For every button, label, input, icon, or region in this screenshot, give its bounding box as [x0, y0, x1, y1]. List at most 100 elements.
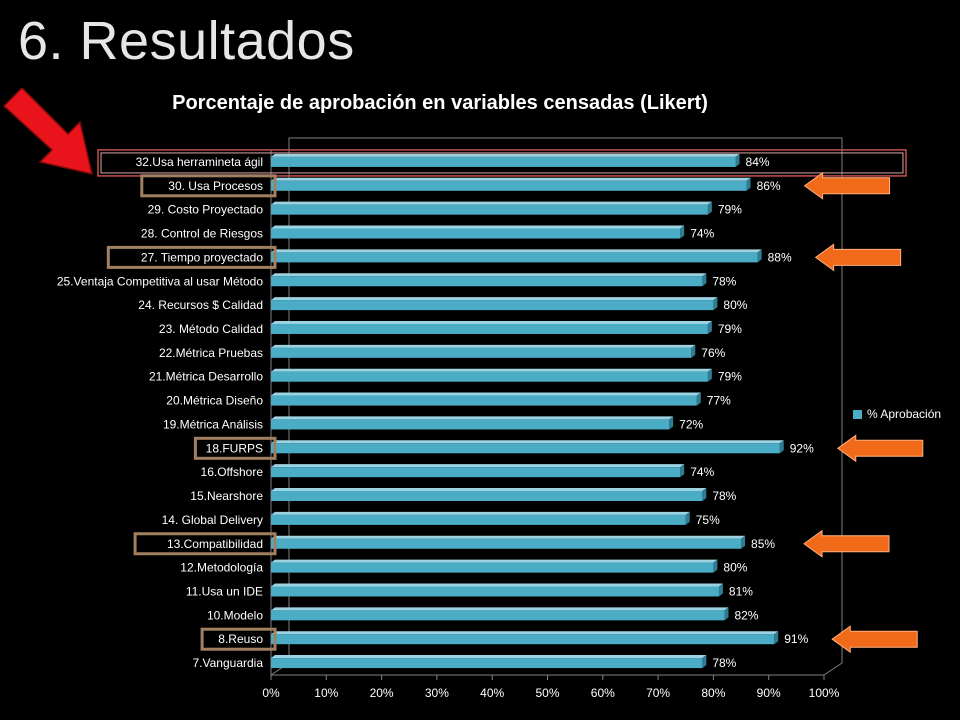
bar	[271, 371, 708, 382]
bar-top-face	[271, 225, 685, 229]
x-tick-label: 30%	[425, 686, 449, 700]
bar-top-face	[271, 511, 690, 515]
bar	[271, 300, 714, 311]
category-label: 23. Método Calidad	[159, 322, 263, 336]
bar-top-face	[271, 153, 740, 157]
category-label: 20.Métrica Diseño	[166, 394, 263, 408]
x-tick-label: 10%	[314, 686, 338, 700]
bar	[271, 395, 697, 406]
bar-top-face	[271, 607, 729, 611]
x-tick-label: 40%	[480, 686, 504, 700]
x-tick-label: 100%	[809, 686, 840, 700]
x-tick-label: 20%	[370, 686, 394, 700]
data-label: 79%	[718, 203, 742, 217]
bar-side-face	[691, 344, 696, 358]
bar-top-face	[271, 583, 723, 587]
bar	[271, 586, 719, 597]
bar-top-face	[271, 201, 712, 205]
data-label: 74%	[690, 465, 714, 479]
bar-side-face	[757, 249, 762, 263]
bar	[271, 419, 670, 430]
data-label: 88%	[768, 250, 792, 264]
data-label: 78%	[712, 489, 736, 503]
category-label: 32.Usa herramineta ágil	[136, 155, 263, 169]
category-label: 30. Usa Procesos	[168, 179, 263, 193]
category-label: 18.FURPS	[206, 441, 263, 455]
category-label: 21.Métrica Desarrollo	[149, 370, 263, 384]
data-label: 92%	[790, 441, 814, 455]
category-label: 27. Tiempo proyectado	[141, 250, 263, 264]
bar-top-face	[271, 559, 718, 563]
bar-side-face	[779, 440, 784, 454]
bar-side-face	[718, 583, 723, 597]
data-label: 78%	[712, 274, 736, 288]
floor-edge	[823, 662, 843, 676]
bar	[271, 634, 775, 645]
bar	[271, 610, 725, 621]
category-label: 10.Modelo	[207, 608, 263, 622]
bar-top-face	[271, 416, 674, 420]
category-label: 24. Recursos $ Calidad	[138, 298, 263, 312]
category-label: 8.Reuso	[218, 632, 263, 646]
bar-top-face	[271, 488, 707, 492]
bar-side-face	[696, 392, 701, 406]
data-label: 80%	[723, 298, 747, 312]
bar-side-face	[713, 559, 718, 573]
bar	[271, 156, 736, 167]
bar-top-face	[271, 297, 718, 301]
bar	[271, 467, 681, 478]
slide-title: 6. Resultados	[18, 11, 355, 71]
bar	[271, 204, 708, 215]
bar-side-face	[680, 225, 685, 239]
bar	[271, 491, 703, 502]
bar	[271, 514, 686, 525]
orange-arrow-icon	[814, 243, 902, 272]
bar	[271, 252, 758, 263]
x-tick-label: 70%	[646, 686, 670, 700]
bar-side-face	[774, 631, 779, 645]
x-tick-label: 80%	[701, 686, 725, 700]
category-label: 16.Offshore	[201, 465, 264, 479]
category-label: 14. Global Delivery	[162, 513, 263, 527]
data-label: 85%	[751, 537, 775, 551]
bar	[271, 443, 780, 454]
x-tick-label: 50%	[535, 686, 559, 700]
highlight-box	[133, 532, 277, 556]
data-label: 86%	[757, 179, 781, 193]
x-tick-label: 0%	[262, 686, 280, 700]
bar-side-face	[707, 368, 712, 382]
bar-top-face	[271, 249, 762, 253]
orange-arrow-icon	[831, 625, 918, 654]
bar	[271, 323, 708, 334]
category-label: 29. Costo Proyectado	[148, 203, 264, 217]
orange-arrow-icon	[803, 529, 890, 558]
bar-top-face	[271, 464, 685, 468]
legend-label: % Aprobación	[867, 407, 942, 421]
bar-top-face	[271, 631, 779, 635]
bar-top-face	[271, 440, 784, 444]
bar	[271, 562, 714, 573]
data-label: 84%	[746, 155, 770, 169]
bar-top-face	[271, 535, 746, 539]
bar-side-face	[713, 297, 718, 311]
bar-top-face	[271, 320, 712, 324]
data-label: 78%	[712, 656, 736, 670]
bar-top-face	[271, 655, 707, 659]
bar	[271, 658, 703, 669]
red-arrow-icon	[2, 88, 94, 176]
bar-side-face	[707, 320, 712, 334]
data-label: 81%	[729, 584, 753, 598]
category-label: 11.Usa un IDE	[186, 584, 263, 598]
x-tick-label: 60%	[591, 686, 615, 700]
bar	[271, 538, 742, 549]
bar-side-face	[702, 655, 707, 669]
bar-side-face	[707, 201, 712, 215]
data-label: 91%	[784, 632, 808, 646]
category-label: 13.Compatibilidad	[167, 537, 263, 551]
bar-side-face	[724, 607, 729, 621]
data-label: 72%	[679, 417, 703, 431]
legend-swatch	[853, 409, 862, 419]
bar-side-face	[702, 488, 707, 502]
bar-side-face	[685, 511, 690, 525]
